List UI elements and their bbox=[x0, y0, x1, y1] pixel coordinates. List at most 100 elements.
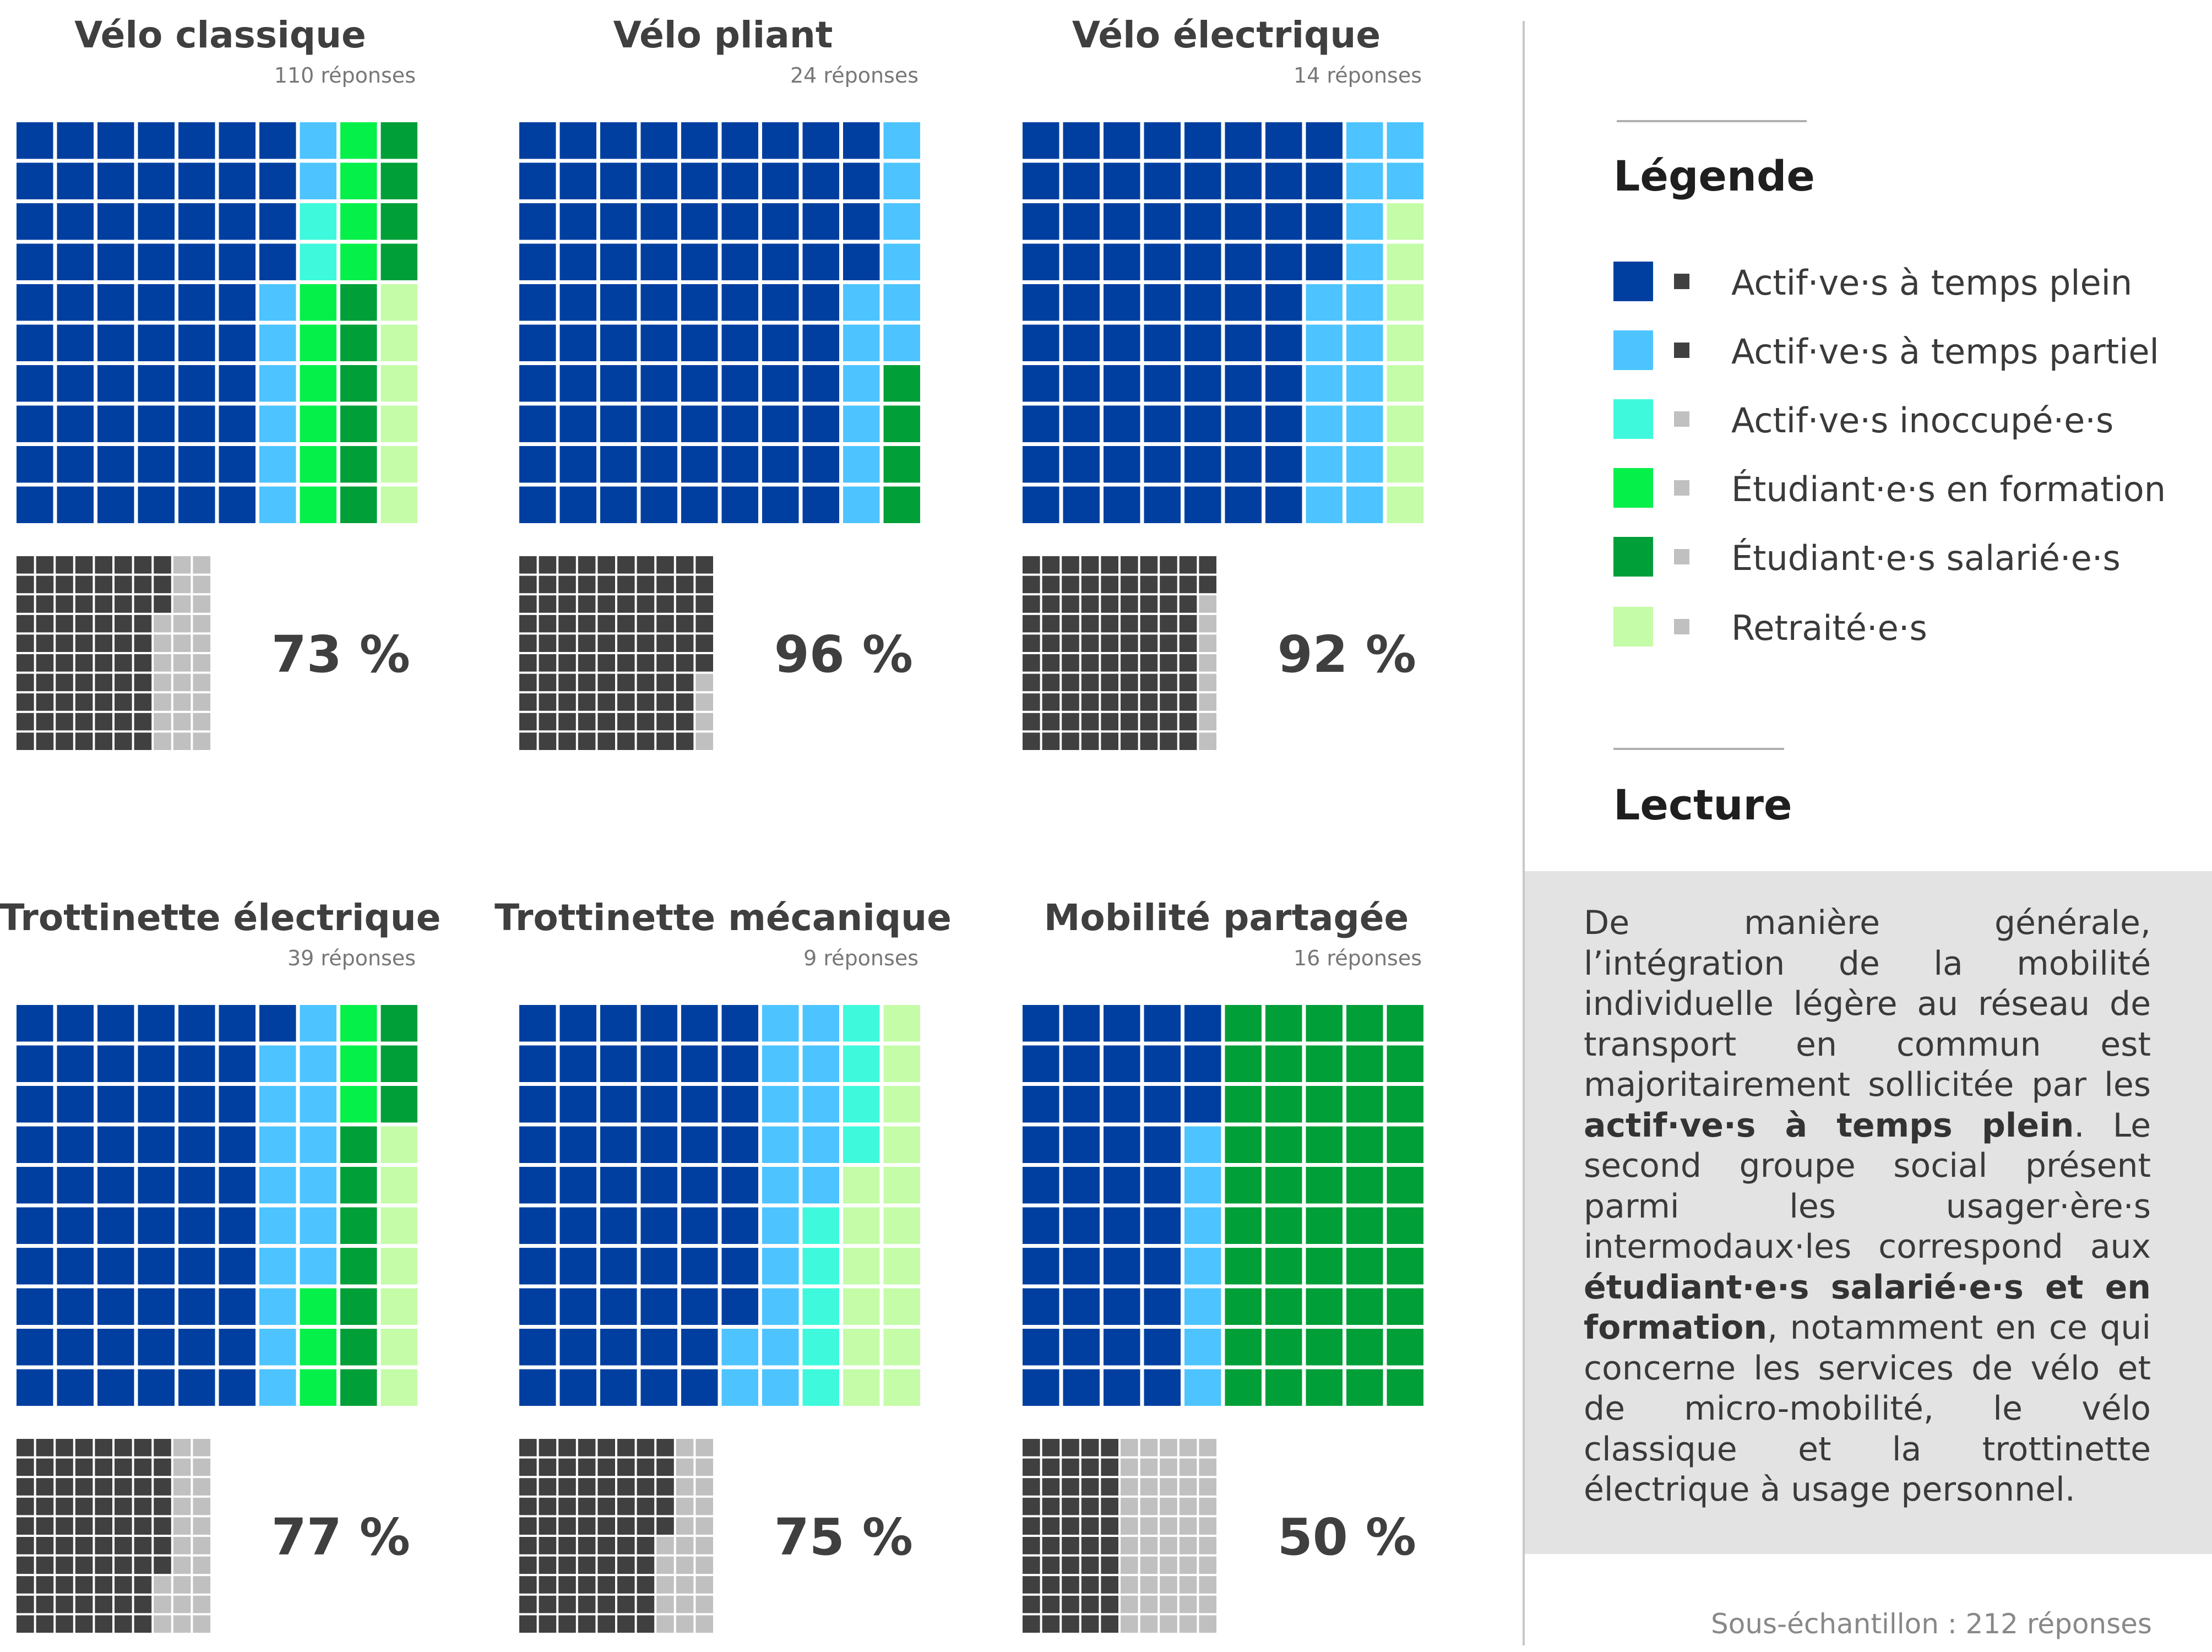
nonworking-share-cell bbox=[173, 1595, 191, 1613]
nonworking-share-cell bbox=[193, 634, 210, 652]
waffle-cell-actifs-temps-plein bbox=[519, 1288, 556, 1325]
waffle-cell-etudiants-salaries bbox=[1387, 1207, 1423, 1244]
waffle-cell-etudiants-salaries bbox=[1306, 1045, 1343, 1082]
waffle-cell-actifs-temps-plein bbox=[57, 1288, 94, 1325]
working-share-cell bbox=[134, 693, 152, 711]
waffle-cell-actifs-temps-plein bbox=[1144, 1369, 1181, 1406]
nonworking-share-cell bbox=[695, 1439, 713, 1457]
waffle-cell-actifs-temps-partiel bbox=[843, 365, 880, 402]
waffle-cell-actifs-temps-plein bbox=[640, 365, 677, 402]
nonworking-share-cell bbox=[193, 595, 210, 613]
working-share-cell bbox=[597, 1595, 615, 1613]
working-share-cell bbox=[656, 713, 674, 731]
waffle-cell-actifs-temps-plein bbox=[97, 1207, 134, 1244]
waffle-cell-actifs-temps-plein bbox=[97, 203, 134, 240]
nonworking-share-cell bbox=[1199, 713, 1216, 731]
waffle-cell-actifs-temps-plein bbox=[1104, 1207, 1140, 1244]
waffle-cell-actifs-temps-plein bbox=[1144, 446, 1181, 483]
working-share-cell bbox=[558, 575, 576, 594]
waffle-cell-etudiants-salaries bbox=[381, 203, 417, 240]
working-share-cell bbox=[1062, 1615, 1079, 1633]
waffle-cell-actifs-temps-plein bbox=[138, 1369, 175, 1406]
waffle-cell-actifs-temps-plein bbox=[681, 1167, 718, 1204]
working-share-cell bbox=[17, 1478, 34, 1496]
percent-label-velo-electrique: 92 % bbox=[1277, 625, 1416, 684]
working-share-cell bbox=[578, 575, 596, 594]
working-share-grid-velo-electrique bbox=[1023, 556, 1216, 750]
waffle-cell-actifs-temps-plein bbox=[1104, 1248, 1140, 1285]
nonworking-share-cell bbox=[173, 634, 191, 652]
waffle-cell-retraites bbox=[883, 1248, 920, 1285]
waffle-cell-actifs-temps-plein bbox=[1184, 162, 1221, 199]
working-share-cell bbox=[1101, 556, 1118, 574]
response-count-trottinette-mecanique: 9 réponses bbox=[803, 946, 919, 970]
working-share-cell bbox=[519, 1458, 537, 1476]
waffle-cell-actifs-temps-partiel bbox=[1184, 1288, 1221, 1325]
waffle-cell-actifs-temps-plein bbox=[57, 446, 94, 483]
working-share-cell bbox=[597, 1439, 615, 1457]
waffle-cell-etudiants-salaries bbox=[883, 446, 920, 483]
nonworking-share-cell bbox=[1140, 1595, 1158, 1613]
waffle-cell-actifs-temps-plein bbox=[57, 1086, 94, 1123]
working-share-cell bbox=[56, 1497, 73, 1515]
working-share-cell bbox=[134, 595, 152, 613]
nonworking-share-cell bbox=[193, 1478, 210, 1496]
waffle-cell-actifs-temps-plein bbox=[600, 1288, 637, 1325]
waffle-cell-actifs-temps-plein bbox=[802, 405, 839, 442]
waffle-cell-actifs-temps-plein bbox=[600, 1045, 637, 1082]
waffle-cell-retraites bbox=[1387, 324, 1423, 361]
legend-label: Étudiant·e·s salarié·e·s bbox=[1731, 538, 2121, 578]
waffle-cell-retraites bbox=[1387, 405, 1423, 442]
waffle-cell-etudiants-salaries bbox=[1265, 1329, 1302, 1366]
working-share-cell bbox=[617, 1576, 635, 1594]
working-share-cell bbox=[36, 1537, 54, 1555]
nonworking-share-cell bbox=[1121, 1517, 1138, 1535]
waffle-cell-actifs-temps-partiel bbox=[300, 1126, 336, 1163]
waffle-cell-actifs-temps-partiel bbox=[1306, 405, 1343, 442]
working-share-cell bbox=[637, 1556, 655, 1574]
waffle-cell-etudiants-formation bbox=[300, 446, 336, 483]
waffle-cell-etudiants-salaries bbox=[1225, 1167, 1262, 1204]
waffle-cell-actifs-temps-plein bbox=[1063, 1086, 1100, 1123]
legend-working-marker bbox=[1674, 549, 1689, 564]
working-share-cell bbox=[1062, 654, 1079, 672]
waffle-cell-etudiants-formation bbox=[340, 243, 377, 280]
waffle-cell-actifs-temps-plein bbox=[178, 486, 215, 523]
waffle-cell-actifs-temps-plein bbox=[519, 203, 556, 240]
working-share-cell bbox=[558, 1595, 576, 1613]
waffle-cell-actifs-temps-partiel bbox=[1184, 1248, 1221, 1285]
working-share-cell bbox=[637, 1497, 655, 1515]
working-share-cell bbox=[617, 1615, 635, 1633]
working-share-cell bbox=[637, 556, 655, 574]
waffle-cell-actifs-temps-plein bbox=[681, 203, 718, 240]
waffle-cell-actifs-temps-plein bbox=[97, 162, 134, 199]
working-share-cell bbox=[75, 615, 93, 633]
working-share-cell bbox=[1042, 1615, 1060, 1633]
working-share-cell bbox=[656, 1478, 674, 1496]
waffle-cell-actifs-temps-plein bbox=[17, 1248, 53, 1285]
working-share-cell bbox=[95, 1497, 112, 1515]
waffle-cell-actifs-temps-plein bbox=[1144, 1207, 1181, 1244]
working-share-cell bbox=[539, 673, 557, 692]
working-share-cell bbox=[56, 673, 73, 692]
waffle-cell-actifs-temps-plein bbox=[259, 162, 296, 199]
working-share-cell bbox=[1101, 732, 1118, 750]
waffle-cell-etudiants-salaries bbox=[1225, 1086, 1262, 1123]
waffle-cell-actifs-temps-plein bbox=[721, 1005, 758, 1042]
working-share-cell bbox=[1101, 1537, 1118, 1555]
nonworking-share-cell bbox=[1140, 1439, 1158, 1457]
waffle-cell-actifs-temps-plein bbox=[17, 203, 53, 240]
waffle-cell-actifs-temps-plein bbox=[57, 1005, 94, 1042]
working-share-cell bbox=[597, 673, 615, 692]
working-share-cell bbox=[75, 1497, 93, 1515]
working-share-cell bbox=[1140, 713, 1158, 731]
nonworking-share-cell bbox=[173, 1497, 191, 1515]
working-share-cell bbox=[95, 1576, 112, 1594]
waffle-cell-etudiants-salaries bbox=[1387, 1248, 1423, 1285]
working-share-cell bbox=[36, 1615, 54, 1633]
waffle-cell-actifs-temps-plein bbox=[138, 1005, 175, 1042]
working-share-cell bbox=[1179, 634, 1197, 652]
waffle-cell-etudiants-salaries bbox=[340, 1329, 377, 1366]
waffle-cell-etudiants-salaries bbox=[340, 1248, 377, 1285]
working-share-cell bbox=[539, 1458, 557, 1476]
